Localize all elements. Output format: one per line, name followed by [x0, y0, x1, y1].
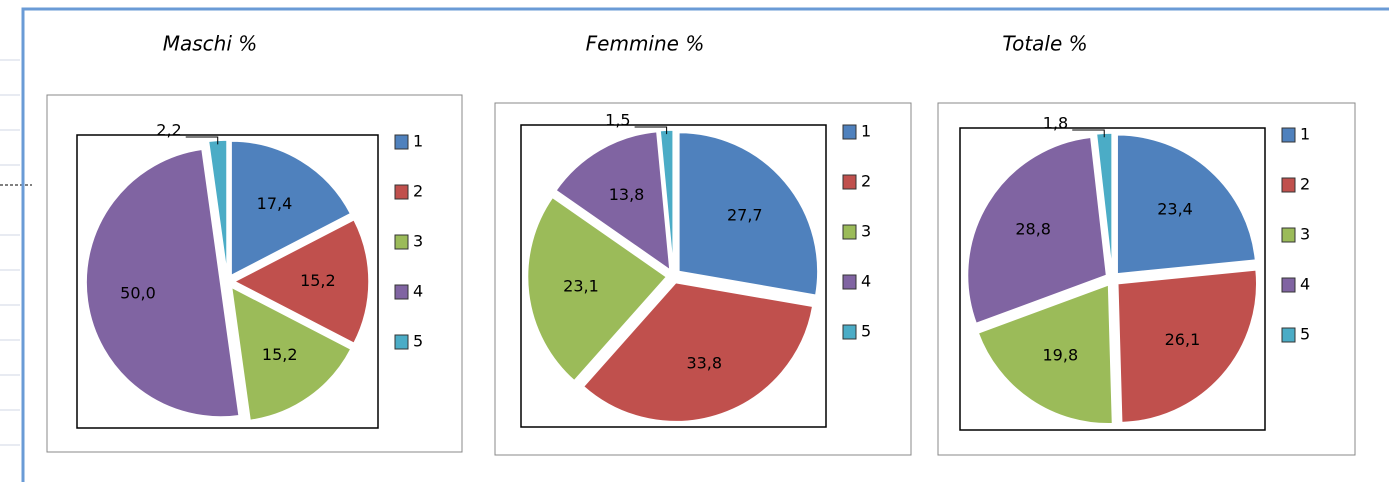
- chart-title: Totale %: [1002, 32, 1087, 56]
- legend-label: 3: [413, 232, 423, 251]
- legend-swatch: [842, 224, 857, 240]
- data-label: 2,2: [156, 121, 181, 140]
- sheet-grid: [0, 59, 20, 446]
- pie-slice: [85, 148, 240, 418]
- legend-label: 5: [1300, 325, 1310, 344]
- legend-label: 2: [861, 172, 871, 191]
- pie-slice: [977, 283, 1114, 425]
- legend-swatch: [842, 124, 857, 140]
- pie-slice: [678, 131, 819, 297]
- pie-slice: [232, 218, 370, 345]
- legend-swatch: [842, 174, 857, 190]
- data-label: 17,4: [257, 194, 293, 213]
- data-label: 50,0: [120, 283, 156, 302]
- pie-slice: [230, 140, 352, 277]
- data-label: 23,1: [563, 276, 599, 295]
- selection-frame: [21, 7, 1389, 482]
- leader-line: [185, 136, 219, 145]
- legend-swatch: [394, 234, 409, 250]
- legend-swatch: [1281, 327, 1296, 343]
- leader-line: [634, 126, 668, 135]
- pie-slice: [1116, 269, 1258, 424]
- data-label: 23,4: [1157, 199, 1193, 218]
- legend-swatch: [394, 184, 409, 200]
- pie-slice: [526, 196, 668, 382]
- data-label: 1,8: [1043, 114, 1068, 133]
- data-label: 15,2: [300, 271, 336, 290]
- legend-label: 2: [413, 182, 423, 201]
- legend-label: 2: [1300, 175, 1310, 194]
- legend-label: 1: [1300, 125, 1310, 144]
- legend-swatch: [842, 324, 857, 340]
- legend-label: 1: [413, 132, 423, 151]
- legend-swatch: [394, 284, 409, 300]
- legend-label: 5: [413, 332, 423, 351]
- legend-swatch: [1281, 277, 1296, 293]
- legend-swatch: [394, 134, 409, 150]
- pie-slice: [582, 281, 814, 423]
- data-label: 13,8: [609, 185, 645, 204]
- legend-label: 4: [413, 282, 423, 301]
- legend-swatch: [394, 334, 409, 350]
- pie-slice: [230, 285, 353, 422]
- pie-slice: [1116, 134, 1257, 275]
- chart-title: Maschi %: [163, 32, 258, 56]
- legend-swatch: [1281, 177, 1296, 193]
- legend-label: 4: [861, 272, 871, 291]
- chart-title: Femmine %: [586, 32, 705, 56]
- legend-swatch: [842, 274, 857, 290]
- legend-label: 3: [861, 222, 871, 241]
- pie-slice: [554, 130, 671, 272]
- legend-label: 1: [861, 122, 871, 141]
- legend-swatch: [1281, 227, 1296, 243]
- data-label: 15,2: [262, 345, 298, 364]
- data-label: 27,7: [727, 205, 763, 224]
- legend-swatch: [1281, 127, 1296, 143]
- data-label: 26,1: [1165, 330, 1201, 349]
- pie-slice: [966, 136, 1108, 325]
- data-label: 1,5: [605, 111, 630, 130]
- legend-label: 4: [1300, 275, 1310, 294]
- legend-label: 3: [1300, 225, 1310, 244]
- legend-label: 5: [861, 322, 871, 341]
- data-label: 33,8: [686, 353, 722, 372]
- data-label: 28,8: [1015, 220, 1051, 239]
- leader-line: [1072, 129, 1105, 138]
- data-label: 19,8: [1043, 346, 1079, 365]
